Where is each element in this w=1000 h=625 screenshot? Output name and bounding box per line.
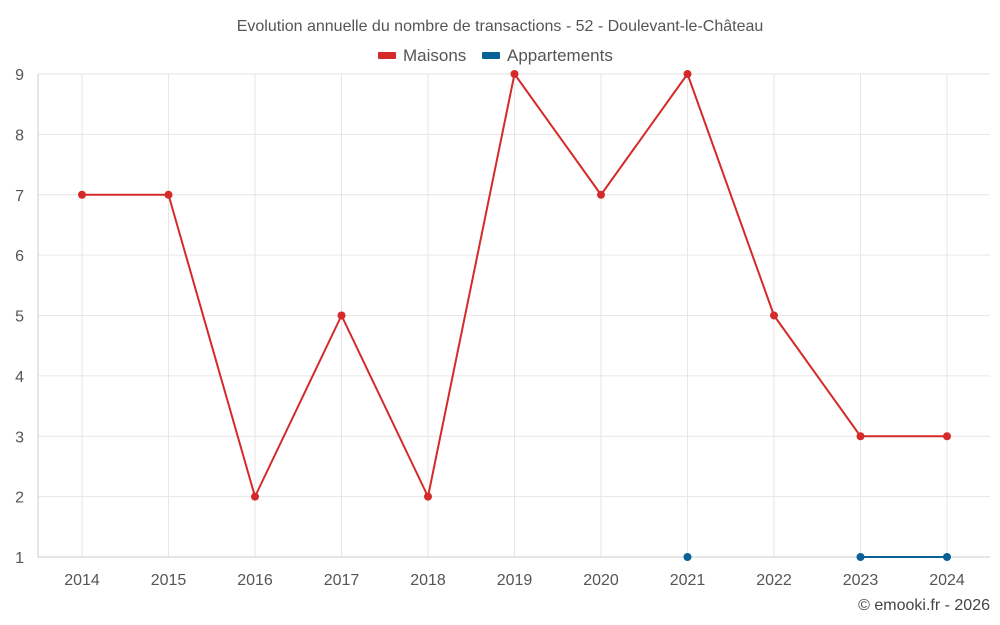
- y-tick-label-8: 8: [15, 127, 24, 144]
- x-tick-label-2023: 2023: [843, 572, 879, 589]
- y-tick-label-3: 3: [15, 429, 24, 446]
- legend-label-maisons[interactable]: Maisons: [403, 46, 466, 65]
- point-maisons-2018[interactable]: [424, 492, 432, 501]
- point-maisons-2019[interactable]: [510, 70, 519, 78]
- point-maisons-2023[interactable]: [856, 432, 865, 441]
- y-tick-label-6: 6: [15, 248, 24, 265]
- x-tick-label-2014: 2014: [64, 572, 100, 589]
- grid: [38, 73, 990, 558]
- x-tick-label-2020: 2020: [583, 572, 619, 589]
- point-maisons-2016[interactable]: [251, 492, 259, 501]
- x-tick-label-2021: 2021: [670, 572, 706, 589]
- legend[interactable]: Maisons Appartements: [378, 46, 613, 65]
- x-tick-label-2015: 2015: [151, 572, 187, 589]
- point-maisons-2020[interactable]: [597, 190, 605, 199]
- point-maisons-2022[interactable]: [770, 311, 778, 320]
- point-maisons-2021[interactable]: [683, 70, 692, 78]
- legend-swatch-maisons[interactable]: [378, 52, 396, 59]
- point-maisons-2015[interactable]: [164, 190, 173, 199]
- y-tick-label-2: 2: [15, 490, 24, 507]
- point-maisons-2014[interactable]: [78, 190, 86, 199]
- y-tick-label-1: 1: [15, 550, 24, 567]
- chart-title: Evolution annuelle du nombre de transact…: [237, 18, 764, 35]
- x-tick-label-2019: 2019: [497, 572, 533, 589]
- y-tick-label-4: 4: [15, 369, 24, 386]
- series-appartements: [683, 553, 951, 561]
- axes: 1 2 3 4 5 6 7 8 9 2014 2015 2016 2017 2018 2019 2020 202…: [15, 67, 990, 589]
- point-appartements-2024[interactable]: [943, 553, 951, 561]
- x-tick-label-2022: 2022: [756, 572, 792, 589]
- x-tick-label-2018: 2018: [410, 572, 446, 589]
- legend-swatch-appartements[interactable]: [482, 52, 500, 59]
- point-maisons-2024[interactable]: [943, 432, 951, 441]
- point-appartements-2021[interactable]: [683, 553, 692, 561]
- series: [78, 70, 951, 561]
- x-tick-label-2016: 2016: [237, 572, 273, 589]
- x-tick-label-2017: 2017: [324, 572, 360, 589]
- credit-text: © emooki.fr - 2026: [858, 597, 990, 614]
- point-maisons-2017[interactable]: [337, 311, 346, 320]
- x-tick-label-2024: 2024: [929, 572, 965, 589]
- y-tick-label-5: 5: [15, 309, 24, 326]
- series-maisons: [78, 70, 951, 501]
- y-tick-label-7: 7: [15, 188, 24, 205]
- legend-label-appartements[interactable]: Appartements: [507, 46, 613, 65]
- point-appartements-2023[interactable]: [856, 553, 865, 561]
- y-tick-label-9: 9: [15, 67, 24, 84]
